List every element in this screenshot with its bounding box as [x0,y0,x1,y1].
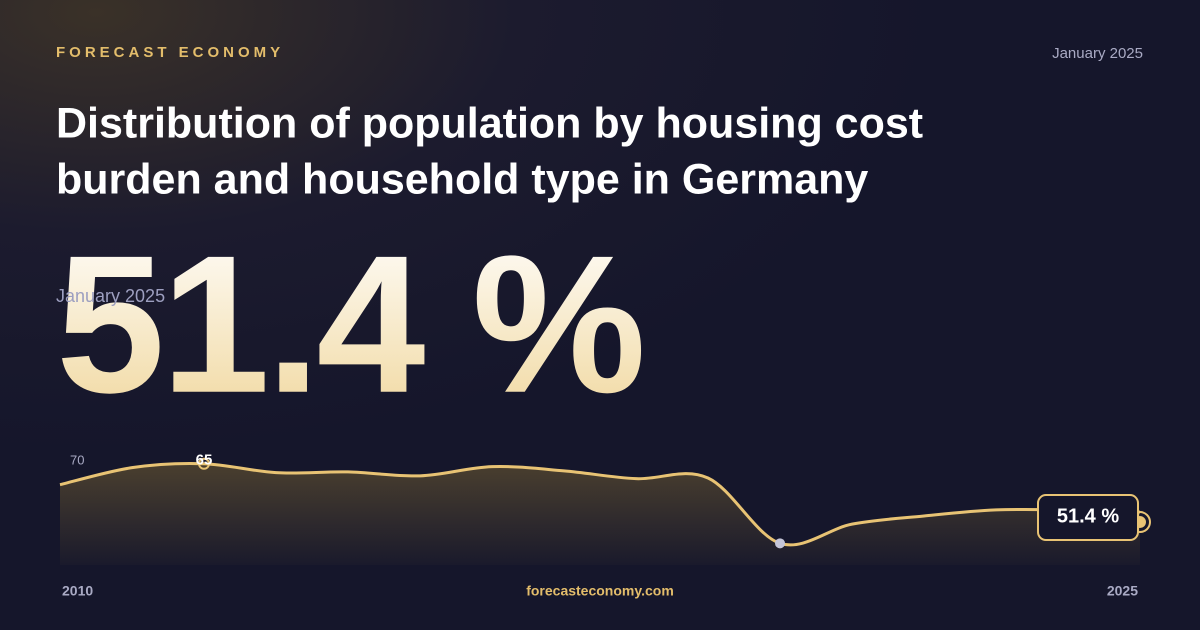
headline-value: 51.4 % [56,215,642,434]
date: January 2025 [1052,45,1143,62]
x-tick-label: 2025 [1107,583,1138,599]
area [60,463,1140,565]
brand: FORECAST ECONOMY [56,44,284,61]
title-line: Distribution of population by housing co… [56,99,923,147]
value-label-box [1037,494,1139,542]
footer: forecasteconomy.com [526,583,674,599]
min-marker [775,538,785,549]
y-tick-label: 70 [70,452,84,467]
chart: 4170201020256551.4 % [59,452,1151,599]
headline-date: January 2025 [56,286,165,306]
x-tick-label: 2010 [62,583,93,599]
line [59,462,1141,547]
max-marker [198,457,210,470]
value-label: 65 [196,452,213,469]
value-label: 51.4 % [1057,505,1119,527]
title-line: burden and household type in Germany [56,155,868,203]
